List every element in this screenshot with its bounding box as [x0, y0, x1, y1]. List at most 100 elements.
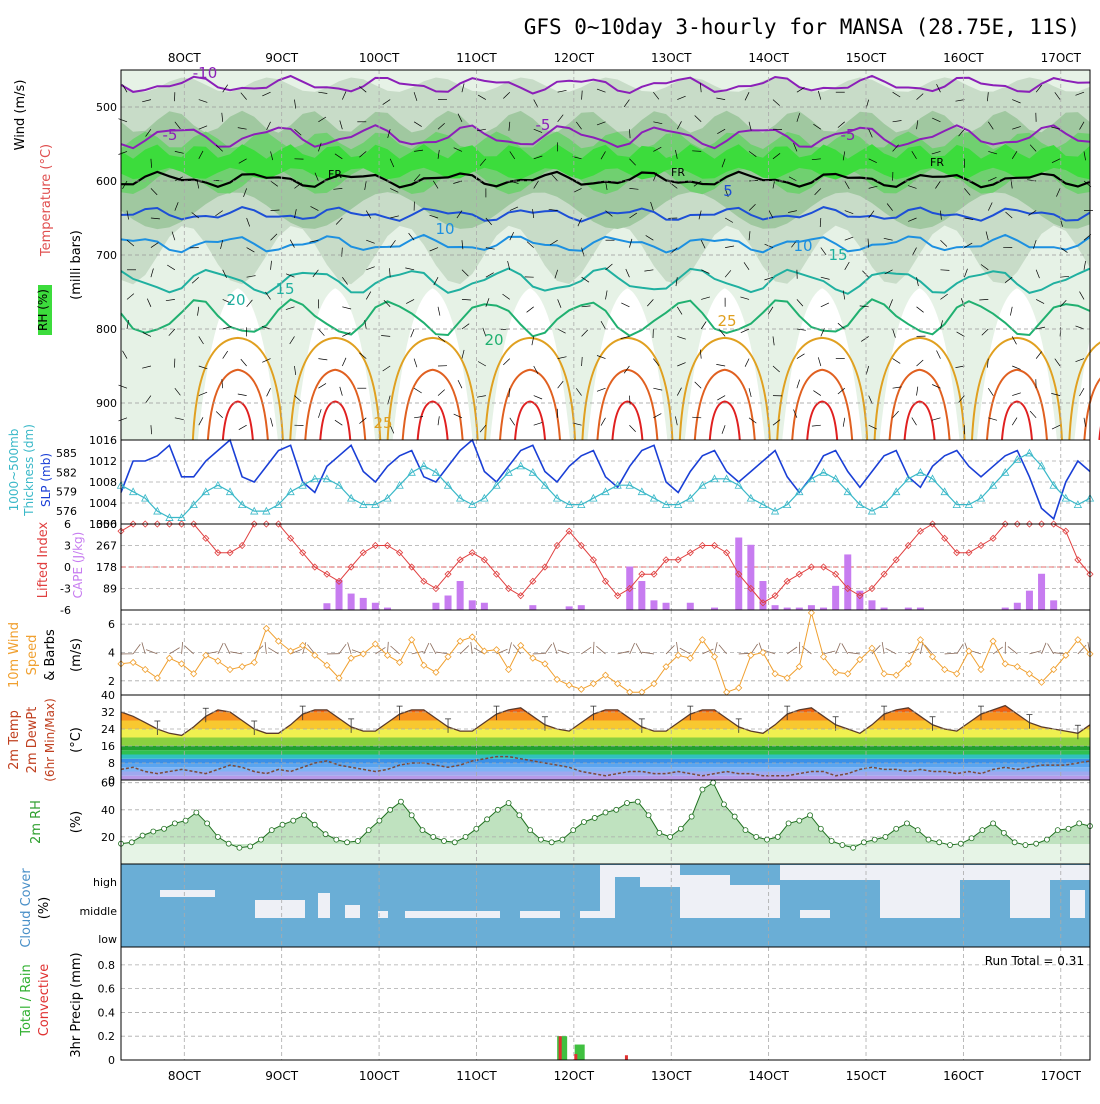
contour-label: 5 [723, 182, 733, 200]
rh-marker [948, 843, 953, 848]
wind10-marker [954, 671, 960, 677]
cloud-gap [600, 865, 615, 918]
time-tick-top: 14OCT [748, 51, 789, 65]
rh-marker [808, 813, 813, 818]
rh-marker [861, 840, 866, 845]
wind10-marker [917, 637, 923, 643]
cape-bar [360, 598, 367, 610]
temp-tick: 8 [108, 757, 115, 770]
thickness-tick: 585 [56, 447, 77, 460]
rh-marker [678, 826, 683, 831]
rh-marker [517, 813, 522, 818]
cape-bar [868, 600, 875, 610]
contour-label: -5 [536, 116, 551, 134]
rh-marker [711, 780, 716, 785]
temp-band [121, 746, 1090, 750]
wind10-marker [978, 667, 984, 673]
rh-marker [442, 838, 447, 843]
temp-color-bands [121, 695, 1090, 780]
cape-bar [578, 605, 585, 610]
rh-marker [991, 821, 996, 826]
cloud-gap [378, 911, 388, 918]
rh-marker [355, 838, 360, 843]
rh-marker [840, 843, 845, 848]
cloud-gap [615, 865, 640, 877]
contour-label: -5 [841, 126, 856, 144]
rh-marker [194, 810, 199, 815]
cloud-label: Cloud Cover [19, 868, 34, 948]
cloud-gap [255, 900, 305, 918]
rh-marker [377, 818, 382, 823]
time-tick-bottom: 15OCT [846, 1069, 887, 1083]
rh-marker [797, 818, 802, 823]
wind10-units: (m/s) [69, 638, 84, 672]
temp-label-3: (6hr Min/Max) [43, 698, 57, 782]
rh-marker [872, 837, 877, 842]
rh-marker [205, 821, 210, 826]
cape-bar [432, 603, 439, 610]
rh-marker [894, 826, 899, 831]
precip-tick: 0.4 [98, 1006, 116, 1019]
temp-units: (°C) [69, 727, 84, 753]
rh-marker [474, 826, 479, 831]
precip-label-2: Convective [37, 964, 52, 1037]
wind10-marker [493, 647, 499, 653]
wind10-marker [348, 655, 354, 661]
rh-tick: 40 [101, 804, 115, 817]
cape-bar [747, 545, 754, 610]
cape-bar [1026, 591, 1033, 610]
wind10-marker [578, 686, 584, 692]
rh-marker [829, 838, 834, 843]
wind10-marker [251, 659, 257, 665]
rh-marker [302, 813, 307, 818]
time-tick-top: 11OCT [456, 51, 497, 65]
rh-marker [226, 841, 231, 846]
wind10-label-3: & Barbs [43, 629, 58, 681]
contour-label: -10 [193, 64, 218, 82]
rh-marker [258, 837, 263, 842]
contour-label: FR [930, 156, 944, 169]
cape-bar [445, 596, 452, 610]
time-tick-top: 9OCT [265, 51, 298, 65]
cape-bar [457, 581, 464, 610]
rh-tick: 60 [101, 777, 115, 790]
time-tick-bottom: 13OCT [651, 1069, 692, 1083]
rh-marker [129, 840, 134, 845]
cape-bar [348, 594, 355, 610]
rh-marker [237, 845, 242, 850]
rh-marker [280, 822, 285, 827]
precip-panel-frame [121, 947, 1090, 1060]
rh-marker [528, 828, 533, 833]
rh-marker [1066, 826, 1071, 831]
cape-bar [1014, 603, 1021, 610]
rh-marker [162, 826, 167, 831]
thickness-tick: 579 [56, 486, 77, 499]
rh-marker [1034, 841, 1039, 846]
wind10-marker [881, 671, 887, 677]
cape-bar [566, 606, 573, 610]
wind10-barb [268, 648, 278, 654]
cape-bar [638, 581, 645, 610]
lifted-tick: 6 [64, 518, 71, 531]
cape-bar [772, 605, 779, 610]
cape-bar [323, 603, 330, 610]
thickness-tick: 576 [56, 505, 77, 518]
panels [38, 70, 1100, 1060]
cloud-gap [160, 890, 215, 897]
wind10-tick: 2 [108, 675, 115, 688]
cloud-gap [680, 875, 730, 918]
cloud-level-high: high [93, 876, 117, 889]
wind10-barb [265, 642, 266, 654]
temp-tick: 24 [101, 723, 115, 736]
lifted-label: Lifted Index [36, 521, 51, 598]
time-tick-bottom: 12OCT [554, 1069, 595, 1083]
wind10-barb [824, 651, 836, 654]
cape-bar [832, 586, 839, 610]
temp-band [121, 750, 1090, 754]
rh-marker [463, 834, 468, 839]
rh-marker [1055, 828, 1060, 833]
temp-band [121, 721, 1090, 730]
rh-marker [786, 821, 791, 826]
rh-marker [818, 826, 823, 831]
